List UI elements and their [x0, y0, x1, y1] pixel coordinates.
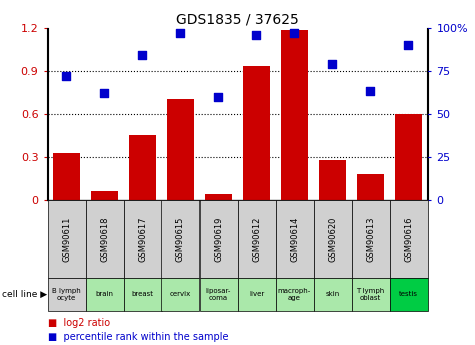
Title: GDS1835 / 37625: GDS1835 / 37625: [176, 12, 299, 27]
Bar: [129, 136, 156, 200]
Text: breast: breast: [132, 291, 153, 297]
Text: GSM90614: GSM90614: [290, 216, 299, 262]
Bar: [281, 30, 308, 200]
Text: B lymph
ocyte: B lymph ocyte: [52, 288, 81, 300]
Text: GSM90613: GSM90613: [366, 216, 375, 262]
Point: [329, 61, 336, 67]
Bar: [395, 114, 422, 200]
Point: [139, 52, 146, 58]
Point: [215, 94, 222, 99]
Text: cell line ▶: cell line ▶: [2, 289, 48, 299]
Text: liver: liver: [249, 291, 264, 297]
Text: GSM90612: GSM90612: [252, 216, 261, 262]
Point: [101, 90, 108, 96]
Bar: [205, 194, 232, 200]
Text: T lymph
oblast: T lymph oblast: [356, 288, 385, 300]
Bar: [243, 66, 270, 200]
Text: testis: testis: [399, 291, 418, 297]
Text: skin: skin: [325, 291, 340, 297]
Text: cervix: cervix: [170, 291, 191, 297]
Bar: [167, 99, 194, 200]
Bar: [357, 174, 384, 200]
Text: ■  log2 ratio: ■ log2 ratio: [48, 318, 110, 327]
Text: macroph-
age: macroph- age: [278, 288, 311, 300]
Point: [253, 32, 260, 37]
Bar: [91, 191, 118, 200]
Point: [367, 89, 374, 94]
Bar: [319, 160, 346, 200]
Text: brain: brain: [95, 291, 114, 297]
Point: [177, 30, 184, 36]
Text: GSM90615: GSM90615: [176, 216, 185, 262]
Point: [405, 42, 412, 48]
Text: GSM90620: GSM90620: [328, 216, 337, 262]
Text: GSM90619: GSM90619: [214, 216, 223, 262]
Point: [63, 73, 70, 79]
Text: GSM90617: GSM90617: [138, 216, 147, 262]
Text: GSM90616: GSM90616: [404, 216, 413, 262]
Text: ■  percentile rank within the sample: ■ percentile rank within the sample: [48, 333, 228, 342]
Point: [291, 30, 298, 36]
Text: GSM90618: GSM90618: [100, 216, 109, 262]
Text: GSM90611: GSM90611: [62, 216, 71, 262]
Bar: [53, 152, 80, 200]
Text: liposar-
coma: liposar- coma: [206, 288, 231, 300]
